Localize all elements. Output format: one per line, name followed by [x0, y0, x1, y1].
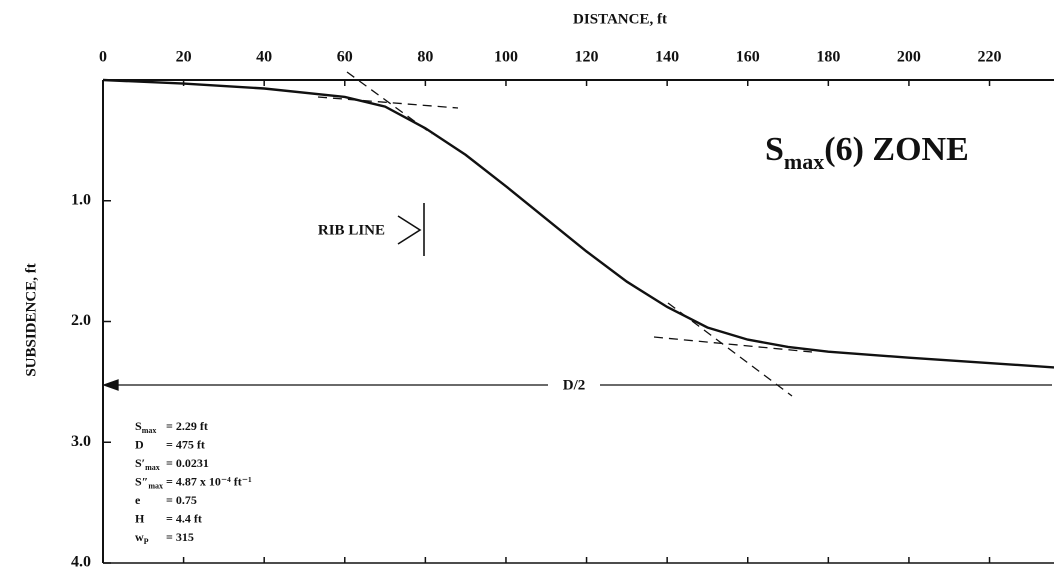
parameter-symbol-main: S″	[135, 474, 148, 488]
rib-line-label: RIB LINE	[318, 222, 385, 238]
parameter-value: = 2.29 ft	[166, 419, 208, 433]
y-tick-label: 4.0	[71, 554, 91, 571]
parameter-symbol-main: D	[135, 437, 144, 451]
parameter-symbol: D	[135, 437, 144, 451]
parameter-symbol-sub: max	[145, 463, 160, 472]
zone-label: Smax(6) ZONE	[765, 131, 969, 174]
parameter-symbol: S″max	[135, 474, 163, 490]
parameter-value: = 0.75	[166, 493, 197, 507]
rib-line-marker	[397, 203, 425, 256]
zone-rest: (6) ZONE	[824, 131, 969, 168]
tangent-lines	[317, 71, 813, 397]
parameter-symbol-main: e	[135, 493, 141, 507]
x-tick-label: 100	[494, 49, 518, 66]
x-tick-label: 220	[978, 49, 1002, 66]
x-tick-label: 60	[337, 49, 353, 66]
parameter-symbol-main: S′	[135, 456, 145, 470]
y-tick-label: 3.0	[71, 433, 91, 450]
x-tick-label: 180	[816, 49, 840, 66]
y-tick-label: 1.0	[71, 191, 91, 208]
subsidence-curve	[102, 78, 1054, 369]
x-tick-label: 20	[176, 49, 192, 66]
parameter-value: = 0.0231	[166, 456, 209, 470]
parameter-symbol-main: H	[135, 511, 145, 525]
zone-main: S	[765, 131, 784, 168]
parameter-symbol-main: S	[135, 419, 142, 433]
x-tick-label: 80	[417, 49, 433, 66]
x-axis-label: DISTANCE, ft	[573, 11, 667, 27]
parameter-symbol-sub: P	[144, 537, 149, 546]
parameter-symbol-sub: max	[142, 426, 157, 435]
parameter-value: = 4.87 x 10⁻⁴ ft⁻¹	[166, 474, 252, 488]
parameter-value: = 315	[166, 530, 194, 544]
x-tick-label: 140	[655, 49, 679, 66]
parameter-value: = 475 ft	[166, 437, 205, 451]
parameter-symbol: wP	[135, 530, 149, 546]
x-tick-label: 0	[99, 49, 107, 66]
parameter-symbol-sub: max	[148, 481, 163, 490]
x-tick-label: 160	[736, 49, 760, 66]
x-tick-label: 120	[575, 49, 599, 66]
half-width-arrow	[102, 379, 1052, 391]
parameter-symbol: H	[135, 511, 145, 525]
parameter-symbol: Smax	[135, 419, 156, 435]
x-tick-label: 200	[897, 49, 921, 66]
y-tick-label: 2.0	[71, 312, 91, 329]
parameter-symbol: S′max	[135, 456, 160, 472]
x-tick-label: 40	[256, 49, 272, 66]
y-axis-label: SUBSIDENCE, ft	[23, 263, 39, 376]
parameter-symbol: e	[135, 493, 141, 507]
parameter-value: = 4.4 ft	[166, 511, 202, 525]
half-width-label: D/2	[563, 377, 586, 393]
parameter-symbol-main: w	[135, 530, 144, 544]
zone-sub: max	[784, 149, 824, 174]
